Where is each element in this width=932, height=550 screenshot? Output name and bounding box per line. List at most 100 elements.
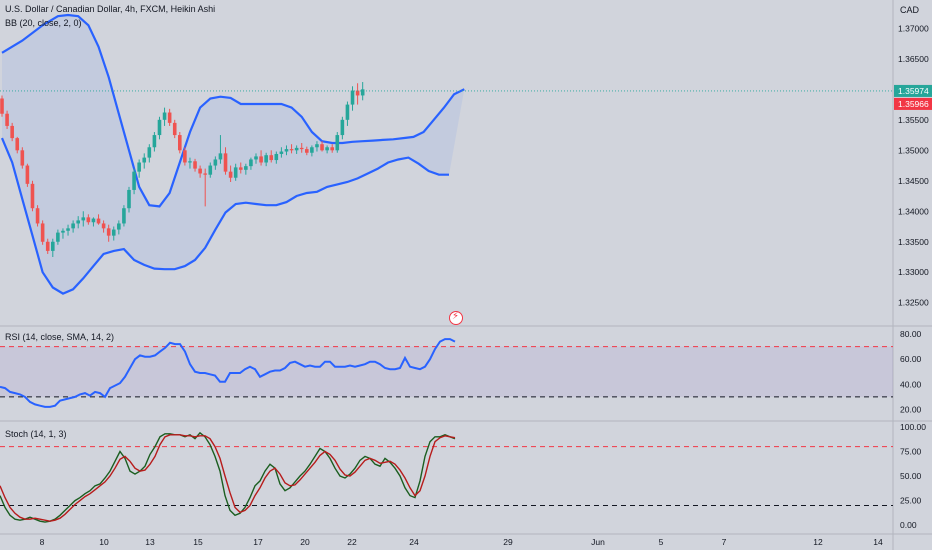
candle-body bbox=[259, 156, 263, 163]
candle-body bbox=[244, 166, 248, 170]
candle-body bbox=[340, 119, 345, 136]
candle-body bbox=[15, 138, 20, 151]
candle-body bbox=[45, 241, 50, 251]
time-tick-label: 24 bbox=[409, 537, 419, 547]
candle-body bbox=[360, 89, 365, 96]
candle-body bbox=[198, 168, 202, 174]
candle-body bbox=[254, 156, 258, 160]
candle-body bbox=[71, 223, 75, 229]
candle-body bbox=[81, 217, 86, 221]
stoch-d-line bbox=[0, 434, 456, 522]
time-tick-label: Jun bbox=[591, 537, 605, 547]
candle-body bbox=[66, 228, 70, 231]
candle-body bbox=[279, 151, 284, 154]
candle-body bbox=[289, 149, 294, 151]
candle-body bbox=[299, 147, 304, 150]
candle-body bbox=[5, 113, 9, 126]
last-price-label: 1.35974 bbox=[898, 86, 929, 96]
candle-body bbox=[249, 159, 253, 167]
candle-body bbox=[152, 135, 157, 148]
candle-body bbox=[101, 223, 106, 229]
time-tick-label: 29 bbox=[503, 537, 513, 547]
rsi-tick-label: 20.00 bbox=[900, 404, 922, 414]
price-tick-label: 1.32500 bbox=[898, 298, 929, 308]
time-tick-label: 20 bbox=[300, 537, 310, 547]
candle-body bbox=[30, 183, 35, 209]
candle-body bbox=[0, 98, 4, 114]
candle-body bbox=[142, 157, 147, 163]
candle-body bbox=[188, 161, 192, 163]
stoch-tick-label: 0.00 bbox=[900, 520, 917, 530]
candle-body bbox=[106, 228, 111, 236]
price-tick-label: 1.35000 bbox=[898, 145, 929, 155]
candle-body bbox=[320, 144, 324, 151]
candle-body bbox=[96, 218, 101, 224]
time-tick-label: 15 bbox=[193, 537, 203, 547]
candle-body bbox=[183, 150, 187, 163]
candle-body bbox=[193, 161, 197, 169]
candle-body bbox=[305, 149, 309, 153]
candle-body bbox=[86, 217, 91, 223]
candle-body bbox=[294, 147, 299, 151]
price-tick-label: 1.37000 bbox=[898, 23, 929, 33]
price-tick-label: 1.34500 bbox=[898, 176, 929, 186]
time-tick-label: 13 bbox=[145, 537, 155, 547]
alert-icon[interactable]: ⚡ bbox=[449, 311, 463, 325]
candle-body bbox=[61, 230, 65, 233]
candle-body bbox=[335, 135, 340, 151]
candle-body bbox=[162, 112, 167, 120]
stoch-k-line bbox=[0, 431, 456, 523]
candle-body bbox=[132, 171, 136, 190]
candle-body bbox=[147, 147, 152, 158]
candle-body bbox=[40, 223, 45, 242]
time-tick-label: 14 bbox=[873, 537, 883, 547]
rsi-tick-label: 60.00 bbox=[900, 354, 922, 364]
time-tick-label: 10 bbox=[99, 537, 109, 547]
price-tick-label: 1.34000 bbox=[898, 206, 929, 216]
candle-body bbox=[167, 112, 172, 123]
stoch-tick-label: 25.00 bbox=[900, 496, 922, 506]
candle-body bbox=[218, 153, 223, 160]
candle-body bbox=[350, 90, 355, 105]
candle-body bbox=[284, 149, 289, 152]
candle-body bbox=[178, 135, 182, 151]
rsi-tick-label: 40.00 bbox=[900, 379, 922, 389]
bb-lower-line bbox=[0, 137, 449, 295]
candle-body bbox=[310, 147, 314, 153]
candle-body bbox=[127, 189, 131, 209]
candle-body bbox=[233, 167, 238, 178]
candle-body bbox=[111, 229, 116, 236]
last-price-badge bbox=[894, 84, 932, 97]
candle-body bbox=[20, 150, 25, 166]
candle-body bbox=[56, 232, 60, 242]
candle-body bbox=[117, 223, 121, 230]
time-tick-label: 17 bbox=[253, 537, 263, 547]
prev-price-label: 1.35966 bbox=[898, 99, 929, 109]
candle-body bbox=[91, 218, 96, 223]
candle-body bbox=[76, 220, 80, 224]
candle-body bbox=[203, 173, 207, 175]
bb-upper-line bbox=[1, 13, 465, 208]
prev-price-badge bbox=[894, 97, 932, 110]
time-tick-label: 7 bbox=[722, 537, 727, 547]
stoch-tick-label: 75.00 bbox=[900, 446, 922, 456]
time-tick-label: 22 bbox=[347, 537, 357, 547]
candle-body bbox=[213, 159, 218, 166]
stoch-tick-label: 100.00 bbox=[900, 422, 926, 432]
time-tick-label: 5 bbox=[659, 537, 664, 547]
candle-body bbox=[25, 165, 30, 184]
candle-body bbox=[35, 208, 40, 224]
candle-body bbox=[238, 167, 243, 170]
candle-body bbox=[137, 162, 141, 172]
candle-body bbox=[208, 165, 213, 175]
candle-body bbox=[264, 155, 268, 163]
candle-body bbox=[325, 147, 329, 151]
bb-fill bbox=[2, 15, 465, 294]
rsi-band bbox=[0, 346, 893, 397]
candle-body bbox=[51, 241, 55, 251]
candle-body bbox=[228, 171, 233, 178]
candle-body bbox=[122, 208, 126, 224]
candle-body bbox=[315, 144, 319, 148]
candle-body bbox=[330, 147, 334, 151]
